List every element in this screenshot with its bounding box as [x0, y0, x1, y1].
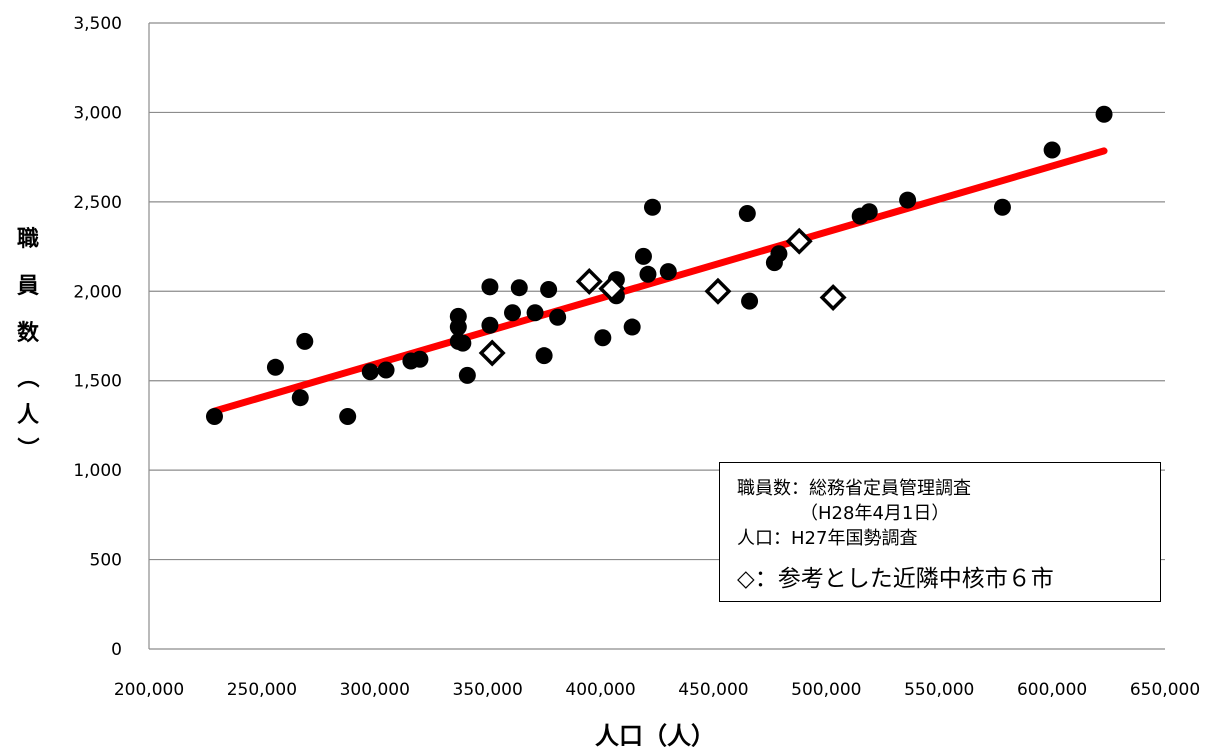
data-point: [738, 204, 756, 222]
y-axis-title-char: 数: [17, 320, 40, 346]
reference-city-point: [819, 284, 847, 312]
legend-line-population-source: 人口：H27年国勢調査: [737, 528, 918, 549]
data-point: [549, 308, 567, 326]
y-axis-ticks: 0 500 1,000 1,500 2,000 2,500 3,000 3,500: [73, 14, 122, 660]
data-point: [741, 292, 759, 310]
y-axis-title: 職員数 （ 人 ）: [14, 226, 40, 459]
data-point: [535, 347, 553, 365]
y-tick-label: 3,500: [73, 14, 122, 34]
y-tick-label: 2,500: [73, 193, 122, 213]
reference-city-point: [785, 227, 813, 255]
data-point: [449, 307, 467, 325]
y-axis-title-char: （: [14, 366, 39, 388]
data-point: [526, 304, 544, 322]
data-point: [860, 203, 878, 221]
data-point: [1043, 141, 1061, 159]
data-point: [411, 350, 429, 368]
x-tick-label: 600,000: [1017, 680, 1087, 700]
x-tick-label: 550,000: [904, 680, 974, 700]
reference-city-point: [478, 339, 506, 367]
y-tick-label: 3,000: [73, 103, 122, 123]
trendline-group: [210, 147, 1108, 415]
data-point: [339, 407, 357, 425]
reference-city-point: [575, 267, 603, 295]
data-point: [659, 263, 677, 281]
x-tick-label: 350,000: [453, 680, 523, 700]
data-point: [1095, 105, 1113, 123]
data-point: [993, 198, 1011, 216]
legend-line-date: （H28年4月1日）: [800, 503, 950, 524]
y-axis-title-char: ）: [14, 437, 39, 459]
legend-line-reference: ◇：参考とした近隣中核市６市: [737, 559, 1054, 593]
x-tick-label: 250,000: [227, 680, 297, 700]
data-point: [510, 279, 528, 297]
reference-city-point: [598, 275, 626, 303]
legend-box: 職員数：総務省定員管理調査 （H28年4月1日） 人口：H27年国勢調査 ◇：参…: [719, 462, 1161, 602]
y-tick-label: 1,500: [73, 372, 122, 392]
diamond-icon: ◇: [737, 566, 755, 592]
x-tick-label: 200,000: [114, 680, 184, 700]
data-point: [634, 247, 652, 265]
data-point: [361, 363, 379, 381]
reference-city-point: [704, 277, 732, 305]
y-axis-title-char: 人: [17, 403, 39, 428]
data-point: [454, 334, 472, 352]
data-point: [643, 198, 661, 216]
legend-reference-label: ：参考とした近隣中核市６市: [754, 566, 1054, 592]
y-tick-label: 1,000: [73, 461, 122, 481]
x-axis-title: 人口（人）: [595, 722, 715, 748]
trendline: [210, 147, 1108, 415]
data-point: [458, 366, 476, 384]
legend-line-staff-source: 職員数：総務省定員管理調査: [737, 478, 971, 499]
data-point: [899, 191, 917, 209]
data-point: [623, 318, 641, 336]
data-point: [266, 358, 284, 376]
y-tick-label: 0: [111, 640, 122, 660]
x-axis-ticks: 200,000 250,000 300,000 350,000 400,000 450,0…: [114, 680, 1200, 700]
data-point: [504, 304, 522, 322]
data-point: [770, 245, 788, 263]
x-tick-label: 450,000: [678, 680, 748, 700]
data-point: [377, 361, 395, 379]
data-point: [296, 332, 314, 350]
x-tick-label: 500,000: [791, 680, 861, 700]
data-point: [639, 265, 657, 283]
data-point: [205, 407, 223, 425]
data-point: [481, 316, 499, 334]
x-tick-label: 650,000: [1130, 680, 1200, 700]
x-tick-label: 300,000: [340, 680, 410, 700]
data-point: [594, 329, 612, 347]
y-tick-label: 2,000: [73, 282, 122, 302]
data-point: [540, 280, 558, 298]
x-tick-label: 400,000: [565, 680, 635, 700]
y-tick-label: 500: [90, 551, 122, 571]
data-points: [205, 105, 1113, 425]
y-axis-title-char: 員: [16, 274, 39, 299]
data-point: [291, 389, 309, 407]
y-axis-title-char: 職: [17, 226, 39, 252]
data-point: [481, 278, 499, 296]
